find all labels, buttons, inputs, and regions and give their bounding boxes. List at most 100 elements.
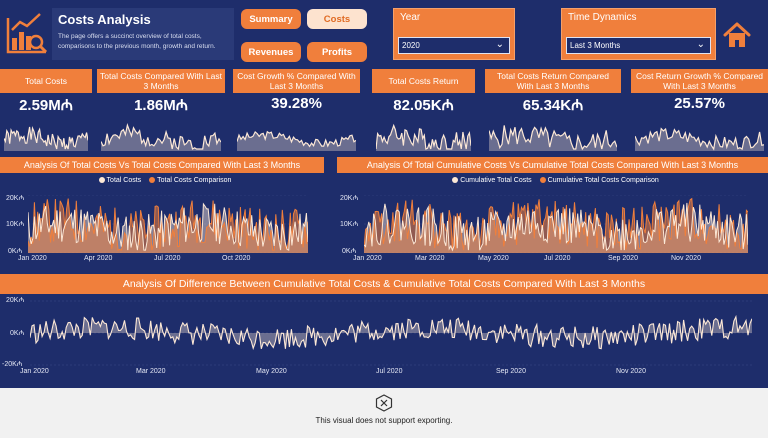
export-message: This visual does not support exporting. bbox=[315, 416, 453, 425]
kpi-total-costs: Total Costs 2.59M₼ bbox=[0, 69, 92, 156]
kpi-value: 65.34K₼ bbox=[522, 97, 584, 114]
chart-title: Analysis Of Difference Between Cumulativ… bbox=[0, 274, 768, 294]
series-line-total-costs bbox=[28, 202, 308, 251]
chart-plot-area bbox=[364, 195, 748, 253]
x-tick: Nov 2020 bbox=[671, 255, 701, 262]
sparkline bbox=[635, 127, 764, 151]
chart-plot-area bbox=[30, 300, 752, 366]
x-tick: Jul 2020 bbox=[544, 255, 571, 262]
kpi-value: 1.86M₼ bbox=[134, 97, 188, 114]
kpi-title: Cost Return Growth % Compared With Last … bbox=[631, 69, 768, 93]
kpi-value: 39.28% bbox=[271, 95, 322, 112]
series-line-total-costs bbox=[364, 202, 748, 252]
sparkline bbox=[237, 130, 356, 151]
x-tick: Nov 2020 bbox=[616, 368, 646, 375]
sparkline-line bbox=[376, 123, 471, 150]
revenues-button[interactable]: Revenues bbox=[241, 42, 301, 62]
x-tick: Jan 2020 bbox=[20, 368, 49, 375]
x-tick: Jan 2020 bbox=[353, 255, 382, 262]
kpi-title: Total Costs Return bbox=[372, 69, 475, 93]
kpi-return-compared: Total Costs Return Compared With Last 3 … bbox=[485, 69, 621, 156]
x-tick: Sep 2020 bbox=[608, 255, 638, 262]
sparkline-line bbox=[4, 126, 88, 150]
chart-title: Analysis Of Total Cumulative Costs Vs Cu… bbox=[337, 157, 768, 173]
title-panel: Costs Analysis The page offers a succinc… bbox=[52, 8, 234, 60]
cumulative-costs-chart: Analysis Of Total Cumulative Costs Vs Cu… bbox=[337, 157, 768, 269]
x-tick: May 2020 bbox=[478, 255, 509, 262]
kpi-total-costs-compared: Total Costs Compared With Last 3 Months … bbox=[97, 69, 225, 156]
difference-chart: Analysis Of Difference Between Cumulativ… bbox=[0, 274, 768, 386]
dashboard: Costs Analysis The page offers a succinc… bbox=[0, 8, 768, 386]
kpi-title: Total Costs Compared With Last 3 Months bbox=[97, 69, 225, 93]
sparkline-line bbox=[237, 130, 356, 148]
chart-plot-area bbox=[28, 195, 308, 253]
kpi-title: Total Costs Return Compared With Last 3 … bbox=[485, 69, 621, 93]
legend-item: Cumulative Total Costs Comparison bbox=[547, 177, 659, 184]
costs-button[interactable]: Costs bbox=[307, 9, 367, 29]
chart-analysis-icon bbox=[2, 8, 52, 60]
series-line-comparison bbox=[28, 198, 308, 251]
time-dynamics-slicer: Time Dynamics Last 3 Months ⌄ bbox=[561, 8, 716, 60]
profits-button[interactable]: Profits bbox=[307, 42, 367, 62]
sparkline-area bbox=[376, 125, 471, 151]
time-dynamics-value: Last 3 Months bbox=[570, 41, 621, 50]
legend-item: Total Costs Comparison bbox=[157, 177, 232, 184]
legend-dot bbox=[149, 177, 156, 183]
difference-area bbox=[30, 316, 752, 349]
sparkline-line bbox=[101, 123, 221, 151]
y-tick: 0K₼ bbox=[8, 248, 23, 255]
legend-dot bbox=[98, 177, 105, 183]
x-tick: May 2020 bbox=[256, 368, 287, 375]
year-label: Year bbox=[400, 12, 421, 23]
difference-line bbox=[30, 314, 752, 351]
sparkline-area bbox=[237, 131, 356, 151]
x-tick: Sep 2020 bbox=[496, 368, 526, 375]
y-tick: 0K₼ bbox=[342, 248, 357, 255]
sparkline-area bbox=[489, 125, 617, 151]
year-value: 2020 bbox=[402, 41, 420, 50]
kpi-value: 82.05K₼ bbox=[393, 97, 454, 114]
y-tick: 20K₼ bbox=[6, 195, 25, 202]
chart-legend: Cumulative Total Costs Cumulative Total … bbox=[337, 177, 768, 184]
kpi-title: Total Costs bbox=[0, 69, 92, 93]
kpi-value: 25.57% bbox=[674, 95, 725, 112]
y-tick: 10K₼ bbox=[340, 221, 359, 228]
kpi-return-growth: Cost Return Growth % Compared With Last … bbox=[631, 69, 768, 156]
x-tick: Oct 2020 bbox=[222, 255, 251, 262]
y-tick: 0K₼ bbox=[10, 330, 25, 337]
x-tick: Mar 2020 bbox=[136, 368, 166, 375]
x-tick: Mar 2020 bbox=[415, 255, 445, 262]
legend-dot bbox=[452, 177, 459, 183]
x-tick: Apr 2020 bbox=[84, 255, 113, 262]
y-tick: 20K₼ bbox=[6, 297, 25, 304]
legend-item: Total Costs bbox=[106, 177, 142, 184]
time-dynamics-label: Time Dynamics bbox=[568, 12, 637, 23]
x-tick: Jul 2020 bbox=[376, 368, 403, 375]
sparkline-area bbox=[4, 127, 88, 151]
export-footer: This visual does not support exporting. bbox=[0, 388, 768, 438]
page-title: Costs Analysis bbox=[58, 12, 151, 27]
page-description: The page offers a succinct overview of t… bbox=[58, 33, 216, 50]
legend-dot bbox=[539, 177, 546, 183]
year-dropdown[interactable]: 2020 ⌄ bbox=[398, 37, 510, 54]
sparkline bbox=[489, 125, 617, 151]
legend-item: Cumulative Total Costs bbox=[460, 177, 532, 184]
chart-legend: Total Costs Total Costs Comparison bbox=[0, 177, 324, 184]
sparkline-line bbox=[635, 127, 764, 151]
summary-button[interactable]: Summary bbox=[241, 9, 301, 29]
home-icon[interactable] bbox=[722, 20, 752, 50]
kpi-title: Cost Growth % Compared With Last 3 Month… bbox=[233, 69, 360, 93]
chevron-down-icon: ⌄ bbox=[696, 39, 705, 50]
time-dynamics-dropdown[interactable]: Last 3 Months ⌄ bbox=[566, 37, 711, 54]
error-x-icon bbox=[375, 394, 393, 412]
y-tick: -20K₼ bbox=[2, 361, 23, 368]
sparkline bbox=[101, 123, 221, 151]
kpi-value: 2.59M₼ bbox=[19, 97, 73, 114]
chart-title: Analysis Of Total Costs Vs Total Costs C… bbox=[0, 157, 324, 173]
sparkline bbox=[376, 123, 471, 151]
total-costs-chart: Analysis Of Total Costs Vs Total Costs C… bbox=[0, 157, 324, 269]
sparkline bbox=[4, 126, 88, 151]
kpi-total-costs-return: Total Costs Return 82.05K₼ bbox=[372, 69, 475, 156]
x-tick: Jan 2020 bbox=[18, 255, 47, 262]
sparkline-line bbox=[489, 125, 617, 151]
